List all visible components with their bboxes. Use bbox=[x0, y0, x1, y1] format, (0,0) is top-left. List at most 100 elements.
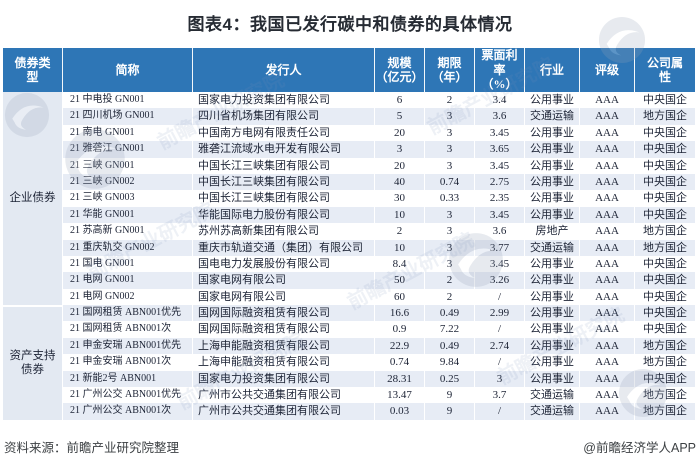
bond-short-name: 21 重庆轨交 GN002 bbox=[63, 239, 193, 256]
issuer-name: 华能国际电力股份有限公司 bbox=[193, 206, 375, 224]
bond-type-group: 企业债券 21 中电投 GN001 国家电力投资集团有限公司 6 2 3.4 公用事业 AAA… bbox=[3, 92, 695, 306]
bond-table: 债券类 型 简称 发行人 规模 （亿元） 期限 （年） 票面利 率 （%） 行业… bbox=[3, 48, 695, 420]
term-value: 3 bbox=[425, 255, 475, 273]
scale-value: 2 bbox=[375, 223, 425, 240]
bond-short-name: 21 国网租赁 ABN001优先 bbox=[63, 305, 193, 322]
rating-label: AAA bbox=[580, 239, 635, 256]
scale-value: 20 bbox=[375, 124, 425, 142]
issuer-name: 中国南方电网有限责任公司 bbox=[193, 124, 375, 142]
company-attribute-label: 中央国企 bbox=[643, 175, 687, 188]
rating-label: AAA bbox=[580, 370, 635, 388]
term-value: 3 bbox=[425, 239, 475, 256]
coupon-rate-value: 3.4 bbox=[475, 92, 525, 109]
rating-label: AAA bbox=[580, 190, 635, 207]
rating-label: AAA bbox=[580, 157, 635, 174]
issuer-name: 广州市公共交通集团有限公司 bbox=[193, 387, 375, 404]
rating-label: AAA bbox=[580, 255, 635, 273]
term-value: 3 bbox=[425, 108, 475, 125]
company-attribute-label: 中央国企 bbox=[643, 372, 687, 385]
issuer-name: 雅砻江流域水电开发有限公司 bbox=[193, 141, 375, 158]
issuer-name: 重庆市轨道交通（集团）有限公司 bbox=[193, 239, 375, 256]
table-row: 21 重庆轨交 GN002 重庆市轨道交通（集团）有限公司 10 3 3.77 交通运输 A… bbox=[63, 239, 695, 256]
scale-value: 0.03 bbox=[375, 403, 425, 420]
issuer-name: 广州市公共交通集团有限公司 bbox=[193, 403, 375, 420]
scale-value: 22.9 bbox=[375, 337, 425, 355]
issuer-name: 四川省机场集团有限公司 bbox=[193, 108, 375, 125]
rating-label: AAA bbox=[580, 206, 635, 224]
company-attribute-label: 地方国企 bbox=[643, 339, 687, 352]
bond-short-name: 21 电网 GN001 bbox=[63, 272, 193, 289]
bond-short-name: 21 国网租赁 ABN001次 bbox=[63, 321, 193, 338]
bond-short-name: 21 中电投 GN001 bbox=[63, 92, 193, 109]
coupon-rate-value: 3.45 bbox=[475, 206, 525, 224]
issuer-name: 国网国际融资租赁有限公司 bbox=[193, 321, 375, 338]
column-header-company-attribute: 公司属 性 bbox=[646, 55, 683, 84]
coupon-rate-value: 2.35 bbox=[475, 190, 525, 207]
industry-label: 房地产 bbox=[525, 223, 580, 240]
issuer-name: 上海申能融资租赁有限公司 bbox=[193, 337, 375, 355]
company-attribute-label: 地方国企 bbox=[643, 356, 687, 369]
coupon-rate-value: 3.45 bbox=[475, 255, 525, 273]
company-attribute-label: 地方国企 bbox=[643, 241, 687, 254]
industry-label: 公用事业 bbox=[525, 354, 580, 371]
bond-short-name: 21 新能2号 ABN001 bbox=[63, 370, 193, 388]
company-attribute-label: 地方国企 bbox=[643, 225, 687, 238]
scale-value: 28.31 bbox=[375, 370, 425, 388]
coupon-rate-value: 3.26 bbox=[475, 272, 525, 289]
credit-note: @前瞻经济学人APP bbox=[583, 441, 696, 455]
industry-label: 公用事业 bbox=[525, 92, 580, 109]
term-value: 3 bbox=[425, 206, 475, 224]
figure-footer: 资料来源：前瞻产业研究院整理 @前瞻经济学人APP bbox=[4, 437, 696, 456]
table-row: 21 新能2号 ABN001 国家电力投资集团有限公司 28.31 0.25 3 公用事业… bbox=[63, 370, 695, 388]
group-rows: 21 国网租赁 ABN001优先 国网国际融资租赁有限公司 16.6 0.49 2.99… bbox=[63, 305, 695, 420]
bond-short-name: 21 广州公交 ABN001次 bbox=[63, 403, 193, 420]
bond-type-cell: 资产支持债券 bbox=[3, 305, 63, 420]
bond-short-name: 21 苏高新 GN001 bbox=[63, 223, 193, 240]
term-value: 2 bbox=[425, 92, 475, 109]
industry-label: 公用事业 bbox=[525, 157, 580, 174]
column-header-bond-type: 债券类 型 bbox=[3, 48, 63, 92]
industry-label: 公用事业 bbox=[525, 337, 580, 355]
issuer-name: 国网国际融资租赁有限公司 bbox=[193, 305, 375, 322]
term-value: 2 bbox=[425, 272, 475, 289]
table-row: 21 华能 GN001 华能国际电力股份有限公司 10 3 3.45 公用事业 AAA 中央国… bbox=[63, 206, 695, 224]
term-value: 3 bbox=[425, 157, 475, 174]
rating-label: AAA bbox=[580, 92, 635, 109]
industry-label: 交通运输 bbox=[525, 108, 580, 125]
issuer-name: 国家电力投资集团有限公司 bbox=[193, 92, 375, 109]
issuer-name: 国家电网有限公司 bbox=[193, 272, 375, 289]
rating-label: AAA bbox=[580, 141, 635, 158]
rating-label: AAA bbox=[580, 272, 635, 289]
coupon-rate-value: / bbox=[475, 288, 525, 306]
scale-value: 5 bbox=[375, 108, 425, 125]
scale-value: 0.9 bbox=[375, 321, 425, 338]
issuer-name: 上海申能融资租赁有限公司 bbox=[193, 354, 375, 371]
term-value: 2 bbox=[425, 288, 475, 306]
rating-label: AAA bbox=[580, 173, 635, 191]
company-attribute-label: 中央国企 bbox=[643, 192, 687, 205]
scale-value: 3 bbox=[375, 141, 425, 158]
issuer-name: 中国长江三峡集团有限公司 bbox=[193, 190, 375, 207]
industry-label: 公用事业 bbox=[525, 370, 580, 388]
industry-label: 公用事业 bbox=[525, 141, 580, 158]
coupon-rate-value: / bbox=[475, 321, 525, 338]
bond-short-name: 21 申金安瑞 ABN001次 bbox=[63, 354, 193, 371]
company-attribute-label: 中央国企 bbox=[643, 159, 687, 172]
industry-label: 公用事业 bbox=[525, 206, 580, 224]
scale-value: 30 bbox=[375, 190, 425, 207]
column-header-short-name: 简称 bbox=[63, 48, 193, 92]
coupon-rate-value: 2.74 bbox=[475, 337, 525, 355]
table-row: 21 申金安瑞 ABN001优先 上海申能融资租赁有限公司 22.9 0.49 2.74… bbox=[63, 337, 695, 355]
company-attribute-label: 中央国企 bbox=[643, 94, 687, 106]
industry-label: 交通运输 bbox=[525, 239, 580, 256]
issuer-name: 国家电力投资集团有限公司 bbox=[193, 370, 375, 388]
bond-short-name: 21 广州公交 ABN001优先 bbox=[63, 387, 193, 404]
rating-label: AAA bbox=[580, 223, 635, 240]
company-attribute-label: 地方国企 bbox=[643, 110, 687, 123]
table-header-row: 债券类 型 简称 发行人 规模 （亿元） 期限 （年） 票面利 率 （%） 行业… bbox=[3, 48, 695, 92]
company-attribute-label: 中央国企 bbox=[643, 143, 687, 156]
issuer-name: 中国长江三峡集团有限公司 bbox=[193, 157, 375, 174]
table-row: 21 雅砻江 GN001 雅砻江流域水电开发有限公司 3 3 3.65 公用事业 AAA 中央… bbox=[63, 141, 695, 158]
scale-value: 50 bbox=[375, 272, 425, 289]
